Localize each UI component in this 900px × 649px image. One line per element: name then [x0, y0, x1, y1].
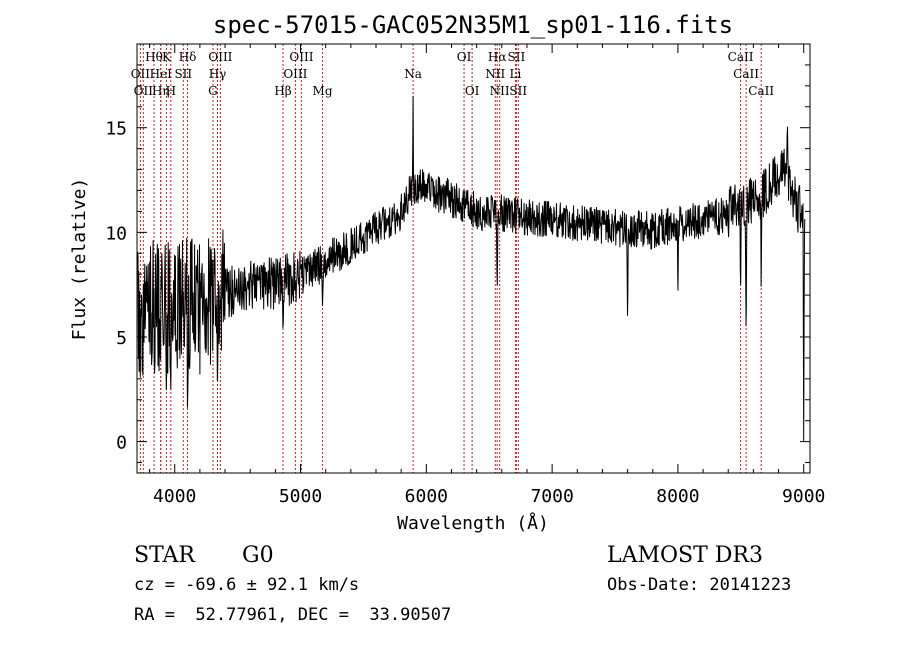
coordinates: RA = 52.77961, DEC = 33.90507 [134, 605, 451, 625]
line-label: SII [508, 50, 526, 64]
x-tick-label: 9000 [782, 486, 825, 507]
y-tick-label: 15 [105, 119, 127, 140]
y-axis: 0 5 10 15 [105, 64, 810, 464]
line-label: NII [490, 84, 510, 98]
line-label: HeI [150, 67, 173, 81]
line-label: OIII [283, 67, 307, 81]
line-label: SII [509, 84, 527, 98]
line-label: Hη [152, 84, 170, 98]
chart-title: spec-57015-GAC052N35M1_sp01-116.fits [213, 11, 733, 39]
line-label: NII [485, 67, 505, 81]
y-tick-label: 0 [116, 433, 127, 454]
redshift-readout: cz = -69.6 ± 92.1 km/s [134, 575, 359, 595]
line-label: Hθ [145, 50, 163, 64]
x-tick-label: 8000 [656, 486, 699, 507]
x-tick-label: 5000 [279, 486, 322, 507]
line-labels: OII OII Hθ HeI Hη K H SII Hδ G Hγ OIII Hβ OIII OIII Mg N… [131, 50, 775, 98]
emission-line-markers [139, 44, 762, 473]
line-label: OIII [208, 50, 232, 64]
line-label: OIII [289, 50, 313, 64]
x-axis: 4000 5000 6000 7000 8000 9000 [149, 44, 825, 507]
line-label: OII [134, 84, 154, 98]
object-subclass: G0 [242, 543, 274, 568]
line-label: Hγ [209, 67, 227, 81]
survey-name: LAMOST DR3 [607, 543, 763, 568]
y-tick-label: 10 [105, 223, 127, 244]
x-tick-label: 6000 [405, 486, 448, 507]
plot-frame [136, 43, 811, 474]
line-label: K [162, 50, 172, 64]
line-label: Hβ [274, 84, 291, 98]
line-label: CaII [733, 67, 759, 81]
line-label: SII [174, 67, 192, 81]
object-class: STAR [134, 543, 196, 568]
y-axis-label: Flux (relative) [69, 178, 90, 341]
line-label: OII [131, 67, 151, 81]
obs-date: Obs-Date: 20141223 [607, 575, 791, 595]
line-label: Hα [488, 50, 507, 64]
line-label: CaII [748, 84, 774, 98]
spectrum-line [137, 95, 806, 443]
line-label: G [208, 84, 218, 98]
line-label: Mg [313, 84, 333, 98]
x-tick-label: 4000 [153, 486, 196, 507]
line-label: OI [465, 84, 480, 98]
y-tick-label: 5 [116, 328, 127, 349]
line-label: Na [404, 67, 422, 81]
line-label: CaII [728, 50, 754, 64]
line-label: Li [509, 67, 521, 81]
x-axis-label: Wavelength (Å) [397, 512, 549, 534]
x-tick-label: 7000 [530, 486, 573, 507]
line-label: OI [457, 50, 472, 64]
line-label: Hδ [179, 50, 197, 64]
line-label: H [166, 84, 176, 98]
